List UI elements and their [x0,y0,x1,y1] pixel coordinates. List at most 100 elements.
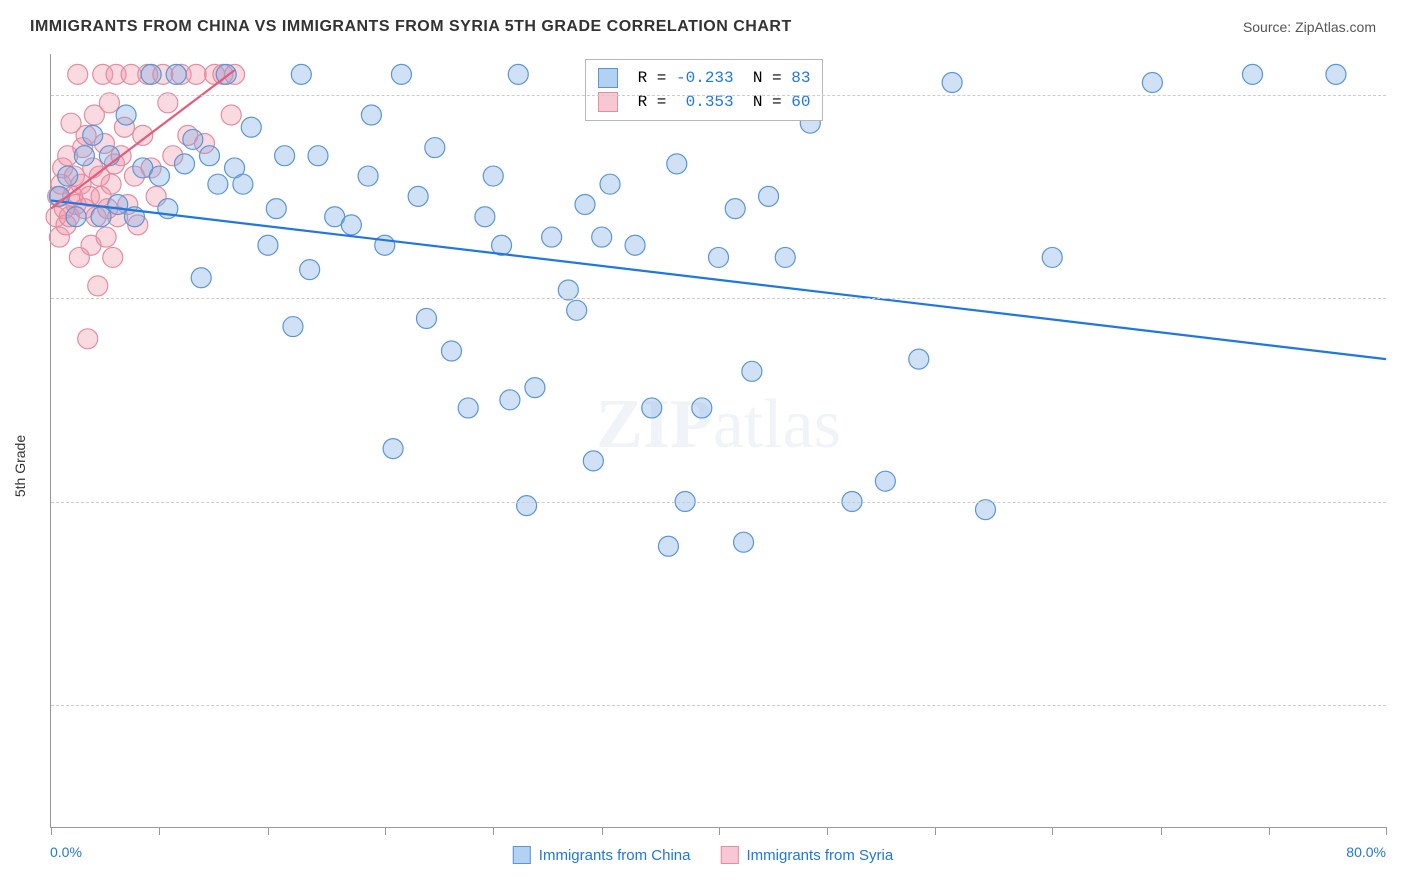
scatter-point [91,207,111,227]
scatter-point [1042,247,1062,267]
scatter-point [283,317,303,337]
scatter-point [68,64,88,84]
scatter-point [88,276,108,296]
scatter-point [1142,72,1162,92]
scatter-point [83,125,103,145]
scatter-point [416,308,436,328]
gridline-horizontal [51,502,1386,503]
scatter-point [141,64,161,84]
scatter-point [74,146,94,166]
legend-swatch [598,68,618,88]
scatter-point [667,154,687,174]
legend-item: Immigrants from Syria [721,846,894,864]
legend-label: Immigrants from China [539,847,691,864]
scatter-point [734,532,754,552]
scatter-point [358,166,378,186]
source-label: Source: ZipAtlas.com [1243,19,1376,35]
scatter-point [558,280,578,300]
scatter-point [186,64,206,84]
scatter-point [759,186,779,206]
gridline-horizontal [51,95,1386,96]
scatter-point [241,117,261,137]
scatter-point [99,146,119,166]
stats-row: R = 0.353 N = 60 [598,90,810,114]
scatter-point [166,64,186,84]
scatter-point [341,215,361,235]
scatter-point [625,235,645,255]
x-tick [159,827,160,835]
y-tick-label: 100.0% [1396,87,1406,103]
legend-swatch [513,846,531,864]
scatter-point [508,64,528,84]
stats-row: R = -0.233 N = 83 [598,66,810,90]
regression-line [51,200,1386,359]
scatter-point [692,398,712,418]
plot-area: ZIPatlas R = -0.233 N = 83 R = 0.353 N =… [50,54,1386,828]
scatter-point [361,105,381,125]
x-tick [385,827,386,835]
scatter-point [525,378,545,398]
gridline-horizontal [51,705,1386,706]
scatter-point [66,207,86,227]
x-tick [935,827,936,835]
scatter-point [642,398,662,418]
scatter-point [875,471,895,491]
legend-item: Immigrants from China [513,846,691,864]
x-tick [1161,827,1162,835]
scatter-point [266,199,286,219]
y-axis-label: 5th Grade [12,435,28,497]
scatter-point [103,247,123,267]
gridline-horizontal [51,298,1386,299]
stats-text: R = 0.353 N = 60 [628,90,810,114]
scatter-point [221,105,241,125]
x-tick [1052,827,1053,835]
scatter-point [600,174,620,194]
scatter-point [391,64,411,84]
scatter-point [78,329,98,349]
scatter-point [575,195,595,215]
scatter-point [158,93,178,113]
scatter-point [976,500,996,520]
scatter-point [775,247,795,267]
scatter-point [442,341,462,361]
scatter-point [116,105,136,125]
scatter-point [500,390,520,410]
scatter-point [96,227,116,247]
scatter-point [101,174,121,194]
x-tick [1269,827,1270,835]
scatter-point [517,496,537,516]
x-axis-min-label: 0.0% [50,844,82,860]
scatter-point [658,536,678,556]
x-tick [719,827,720,835]
scatter-point [300,260,320,280]
scatter-point [408,186,428,206]
scatter-point [191,268,211,288]
y-tick-label: 95.0% [1396,290,1406,306]
stats-legend-box: R = -0.233 N = 83 R = 0.353 N = 60 [585,59,823,121]
scatter-point [483,166,503,186]
scatter-point [909,349,929,369]
scatter-point [208,174,228,194]
scatter-point [542,227,562,247]
x-tick [493,827,494,835]
scatter-point [58,166,78,186]
stats-text: R = -0.233 N = 83 [628,66,810,90]
scatter-point [742,361,762,381]
scatter-point [725,199,745,219]
scatter-point [258,235,278,255]
x-tick [51,827,52,835]
scatter-point [475,207,495,227]
x-tick [602,827,603,835]
scatter-point [709,247,729,267]
scatter-point [108,195,128,215]
scatter-point [308,146,328,166]
x-tick [827,827,828,835]
scatter-point [567,300,587,320]
legend-swatch [721,846,739,864]
y-tick-label: 90.0% [1396,494,1406,510]
x-tick [1386,827,1387,835]
scatter-point [592,227,612,247]
scatter-point [175,154,195,174]
scatter-point [291,64,311,84]
scatter-point [383,439,403,459]
